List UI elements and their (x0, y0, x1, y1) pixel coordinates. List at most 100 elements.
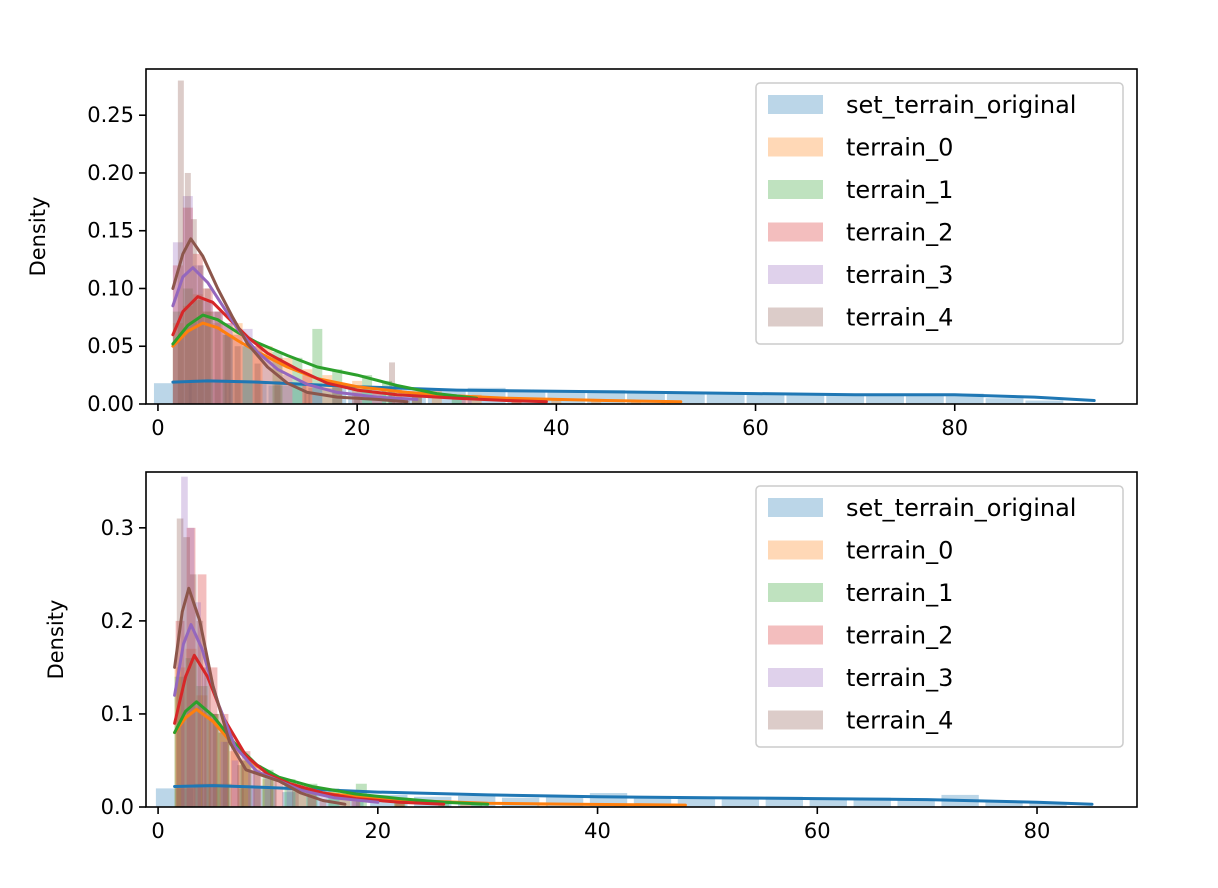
hist-bar (174, 676, 186, 807)
hist-bar (222, 323, 233, 404)
hist-bar (240, 760, 252, 807)
hist-bar (270, 774, 277, 807)
hist-bar (185, 658, 197, 807)
hist-bar (765, 796, 804, 807)
hist-bar (155, 788, 194, 807)
axes-frame (145, 471, 1138, 808)
kde-line-terrain_2 (171, 295, 548, 404)
hist-bar (197, 574, 207, 807)
hist-bar (202, 300, 213, 404)
hist-bar (242, 346, 253, 404)
hist-bar (202, 311, 213, 404)
hist-bar (218, 732, 230, 807)
hist-bar (172, 311, 183, 404)
plot-area (155, 476, 1094, 807)
hist-bar (262, 346, 273, 404)
hist-bar (220, 741, 228, 807)
hist-bar (286, 783, 294, 807)
kde-line-terrain_2 (173, 653, 446, 806)
hist-bar (153, 383, 192, 404)
legend-swatch (768, 95, 823, 114)
hist-bar (209, 713, 217, 807)
kde-line-terrain_4 (171, 237, 409, 404)
hist-bar (214, 311, 221, 404)
hist-bar (222, 334, 233, 404)
legend-swatch (768, 710, 823, 730)
hist-bar (234, 346, 241, 404)
hist-bar (332, 386, 343, 404)
legend-swatch (768, 540, 823, 560)
hist-bar (339, 795, 351, 807)
legend-label: set_terrain_original (846, 91, 1076, 119)
hist-bar (222, 741, 230, 807)
hist-bar (897, 798, 935, 807)
kde-line-terrain_3 (173, 623, 380, 804)
hist-bar (362, 375, 373, 404)
x-tick-label: 60 (804, 819, 831, 843)
x-tick-label: 20 (344, 416, 371, 440)
kde-line-terrain_1 (173, 700, 490, 806)
hist-bar (182, 196, 193, 404)
x-tick-label: 40 (584, 819, 611, 843)
y-tick-label: 0.10 (87, 276, 134, 300)
hist-bar (252, 346, 263, 404)
legend-swatch (768, 222, 823, 242)
x-tick-label: 0 (151, 416, 164, 440)
legend-label: terrain_0 (846, 537, 953, 565)
hist-bar (242, 328, 253, 404)
legend: set_terrain_original terrain_0 terrain_1te… (755, 82, 1124, 345)
x-tick-label: 20 (364, 819, 391, 843)
legend-label: terrain_2 (846, 622, 953, 650)
hist-bar (395, 802, 405, 807)
hist-bar (274, 380, 281, 404)
y-tick-label: 0.05 (87, 334, 134, 358)
hist-bar (706, 392, 745, 404)
hist-bar (186, 527, 196, 807)
hist-bar (202, 288, 213, 404)
x-tick-label: 80 (1024, 819, 1051, 843)
legend-label: terrain_2 (846, 219, 953, 247)
hist-bar (212, 311, 223, 404)
hist-bar (721, 798, 760, 807)
hist-bar (230, 741, 240, 807)
y-axis-label: Density (26, 197, 50, 277)
hist-bar (272, 357, 283, 404)
legend-label: terrain_3 (846, 664, 953, 692)
hist-bar (352, 380, 363, 404)
subplot-2: 0 20 40 60 80 0.0 0.1 0.2 0.3 Density set_terrain_… (44, 471, 1138, 843)
hist-bar (809, 799, 847, 807)
y-tick-label: 0.0 (101, 795, 134, 819)
legend-swatch (768, 498, 823, 517)
legend-label: set_terrain_original (846, 494, 1076, 522)
hist-bar (302, 375, 313, 404)
hist-bar (633, 797, 672, 807)
hist-bar (231, 760, 239, 807)
hist-bar (866, 394, 904, 404)
kde-line-set_terrain_original (173, 784, 1094, 806)
legend-box (755, 82, 1124, 345)
hist-bar (187, 527, 195, 807)
hist-bar (274, 779, 284, 807)
hist-bar (196, 620, 204, 807)
y-tick-label: 0.2 (101, 609, 134, 633)
hist-bar (545, 796, 584, 807)
hist-bar (192, 253, 203, 404)
y-tick-label: 0.15 (87, 219, 134, 243)
hist-bar (197, 265, 204, 404)
hist-bar (182, 288, 193, 404)
hist-bar (252, 346, 263, 404)
hist-bar (292, 788, 299, 807)
hist-bar (232, 334, 243, 404)
x-tick-label: 80 (941, 416, 968, 440)
hist-bar (175, 620, 185, 807)
hist-bar (202, 667, 209, 807)
legend-swatch (768, 583, 823, 602)
hist-bar (212, 311, 223, 404)
legend-label: terrain_4 (846, 304, 953, 332)
kde-line-terrain_1 (171, 313, 479, 400)
legend-swatch (768, 137, 823, 157)
hist-bar (204, 288, 211, 404)
hist-bar (985, 398, 1024, 404)
hist-bar (194, 783, 232, 807)
